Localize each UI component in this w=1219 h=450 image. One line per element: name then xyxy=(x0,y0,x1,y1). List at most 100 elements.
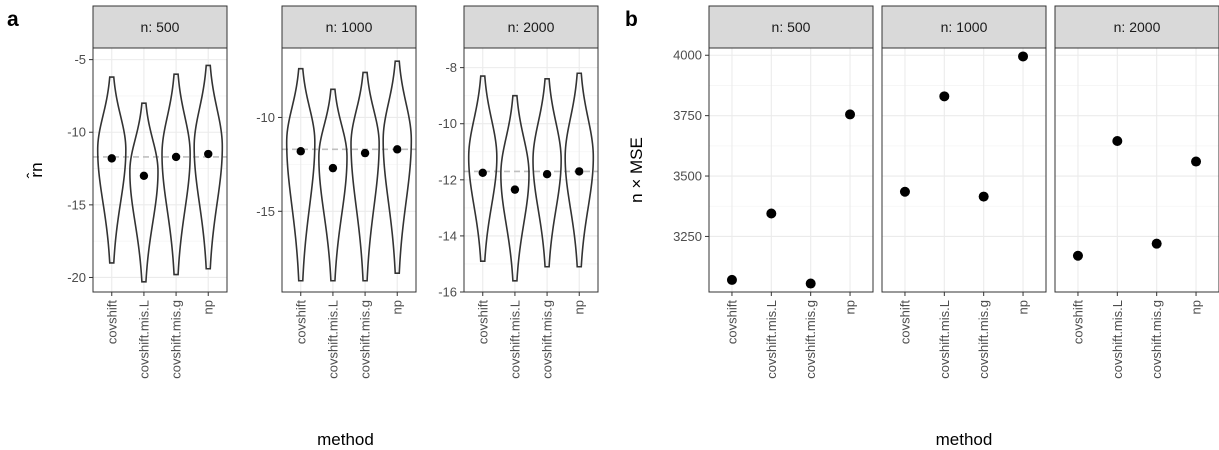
mse-point-covshift.mis.g xyxy=(805,278,816,289)
y-tick-label: 3250 xyxy=(673,229,702,244)
x-tick-label: covshift.mis.g xyxy=(803,300,818,379)
violin-np xyxy=(382,60,413,275)
y-tick-label: -5 xyxy=(74,52,86,67)
mean-point-covshift.mis.L xyxy=(510,185,520,194)
x-tick-label: covshift.mis.L xyxy=(764,300,779,379)
facet-strip-label: n: 2000 xyxy=(508,19,555,35)
x-tick-label: covshift.mis.L xyxy=(507,300,522,379)
mse-point-covshift.mis.L xyxy=(766,208,777,219)
facet-strip xyxy=(281,5,417,49)
mean-point-covshift.mis.g xyxy=(360,148,370,158)
x-tick-label: covshift xyxy=(475,300,490,344)
panel-b: n: 500 3250 3500 3750 4000 covshift covshift.m… xyxy=(627,5,1219,449)
violin-covshift.mis.L xyxy=(318,88,348,282)
panel-border xyxy=(708,47,874,293)
y-axis-title: n × MSE xyxy=(627,137,646,203)
y-tick-label: -12 xyxy=(438,172,457,187)
mean-point-covshift xyxy=(296,147,305,156)
mean-point-covshift.mis.g xyxy=(542,170,552,179)
violin-covshift.mis.L xyxy=(500,94,530,282)
facet-2: n: 1000 -15 -10 covshift covshift.mis.L covsh… xyxy=(256,5,417,379)
facet-strip-label: n: 500 xyxy=(141,19,180,35)
violin-covshift xyxy=(96,76,127,264)
y-tick-label: -15 xyxy=(256,204,275,219)
mse-point-covshift xyxy=(899,186,910,197)
x-tick-label: covshift xyxy=(1070,300,1085,344)
y-tick-label: -8 xyxy=(445,60,457,75)
y-axis-title: r̂n xyxy=(26,162,46,178)
mean-point-np xyxy=(204,149,213,159)
facet-1: n: 500 3250 3500 3750 4000 covshift covshift.m… xyxy=(673,5,874,379)
y-tick-label: -10 xyxy=(256,110,275,125)
mse-point-np xyxy=(1191,156,1202,167)
mse-point-np xyxy=(845,109,856,120)
x-axis-title: method xyxy=(936,430,993,449)
y-tick-label: -14 xyxy=(438,228,457,243)
mean-point-covshift.mis.L xyxy=(328,163,338,173)
violin-covshift.mis.g xyxy=(161,73,191,276)
facet-strip-label: n: 2000 xyxy=(1114,19,1161,35)
mean-point-covshift.mis.g xyxy=(171,152,181,162)
facet-1: n: 500 -20 -15 -10 -5 covshift covshift.mis.L c… xyxy=(67,5,228,379)
violin-covshift.mis.g xyxy=(532,78,562,268)
mse-point-covshift.mis.L xyxy=(939,91,950,102)
mean-point-np xyxy=(575,167,584,176)
x-tick-label: covshift.mis.g xyxy=(1149,300,1164,379)
violin-np xyxy=(564,72,595,268)
violin-covshift.mis.L xyxy=(129,102,159,283)
x-tick-label: covshift.mis.L xyxy=(1110,300,1125,379)
y-tick-label: -10 xyxy=(67,125,86,140)
violin-covshift.mis.g xyxy=(350,71,380,282)
x-tick-label: covshift.mis.g xyxy=(169,300,184,379)
y-tick-label: -10 xyxy=(438,116,457,131)
mean-point-covshift xyxy=(107,154,116,163)
x-tick-label: covshift.mis.L xyxy=(136,300,151,379)
x-tick-label: np xyxy=(1189,300,1204,314)
y-tick-label: -16 xyxy=(438,285,457,300)
x-tick-label: covshift xyxy=(724,300,739,344)
y-tick-label: -20 xyxy=(67,270,86,285)
panel-border xyxy=(281,47,417,293)
panel-b-letter: b xyxy=(625,8,638,31)
y-tick-label: 3500 xyxy=(673,169,702,184)
panel-background xyxy=(709,48,873,292)
x-axis-title: method xyxy=(317,430,374,449)
mse-point-np xyxy=(1018,51,1029,62)
x-tick-label: np xyxy=(843,300,858,314)
panel-background xyxy=(882,48,1046,292)
x-tick-label: covshift xyxy=(897,300,912,344)
panel-border xyxy=(881,47,1047,293)
panel-background xyxy=(282,48,416,292)
panel-a-letter: a xyxy=(7,8,19,31)
panel-border xyxy=(463,47,599,293)
mean-point-np xyxy=(393,145,402,154)
panel-background xyxy=(93,48,227,292)
panel-border xyxy=(92,47,228,293)
panel-border xyxy=(1054,47,1219,293)
facet-3: n: 2000 covshift covshift.mis.L covshift.mi… xyxy=(1054,5,1219,379)
mse-point-covshift xyxy=(1072,250,1083,261)
panel-a: n: 500 -20 -15 -10 -5 covshift covshift.mis.L c… xyxy=(26,5,599,449)
facet-strip xyxy=(92,5,228,49)
mean-point-covshift.mis.L xyxy=(139,171,149,181)
mse-point-covshift.mis.g xyxy=(1151,238,1162,249)
facet-strip-label: n: 1000 xyxy=(941,19,988,35)
x-tick-label: np xyxy=(201,300,216,314)
mean-point-covshift xyxy=(478,168,487,178)
x-tick-label: covshift.mis.L xyxy=(937,300,952,379)
violin-np xyxy=(193,64,224,270)
facet-3: n: 2000 -16 -14 -12 -10 -8 covshift covshift.mi… xyxy=(438,5,599,379)
x-tick-label: covshift.mis.g xyxy=(358,300,373,379)
mse-point-covshift.mis.g xyxy=(978,191,989,202)
y-tick-label: -15 xyxy=(67,197,86,212)
mse-point-covshift xyxy=(726,274,737,285)
y-tick-label: 3750 xyxy=(673,108,702,123)
facet-strip xyxy=(881,5,1047,49)
x-tick-label: covshift.mis.L xyxy=(325,300,340,379)
x-tick-label: covshift.mis.g xyxy=(976,300,991,379)
x-tick-label: np xyxy=(390,300,405,314)
y-tick-label: 4000 xyxy=(673,48,702,63)
mse-point-covshift.mis.L xyxy=(1112,136,1123,147)
x-tick-label: np xyxy=(1016,300,1031,314)
